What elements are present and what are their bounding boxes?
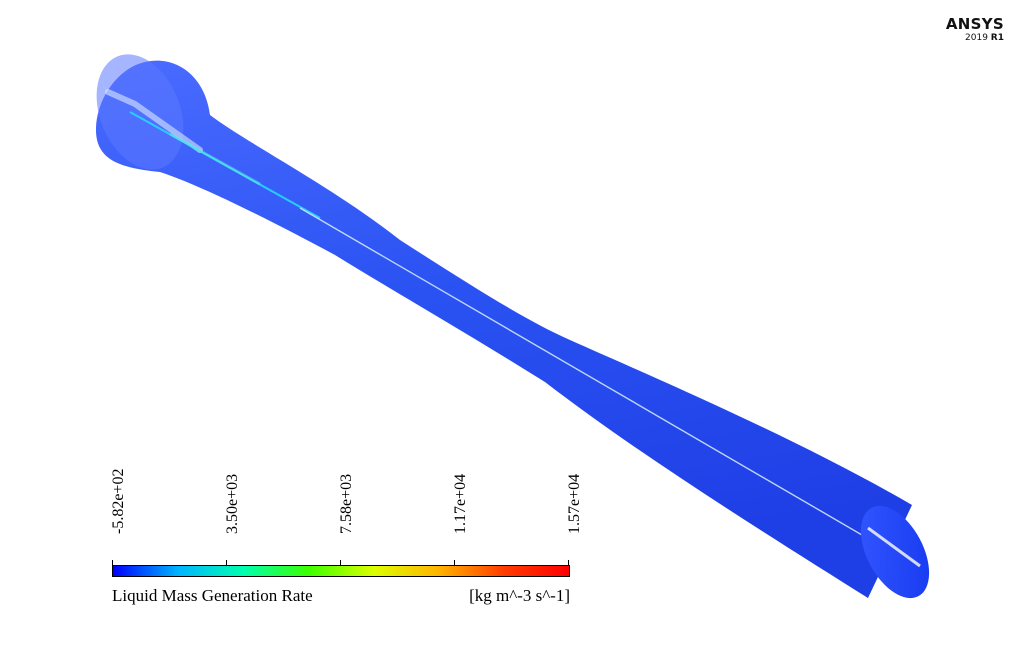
color-legend: -5.82e+02 3.50e+03 7.58e+03 1.17e+04 1.5…	[110, 468, 583, 610]
legend-tick-label: 1.57e+04	[566, 473, 583, 534]
legend-tick	[112, 560, 113, 566]
inlet-flare	[96, 54, 184, 170]
legend-tick	[454, 560, 455, 566]
hot-streak	[129, 111, 321, 219]
legend-tick	[568, 560, 569, 566]
legend-tick	[340, 560, 341, 566]
legend-tick	[226, 560, 227, 566]
ansys-logo: ANSYS 2019 R1	[946, 17, 1004, 43]
outlet-cap	[860, 505, 930, 599]
brand-name: ANSYS	[945, 15, 1004, 33]
legend-tick-label: 7.58e+03	[338, 473, 355, 534]
legend-tick-label: 3.50e+03	[224, 473, 241, 534]
legend-tick-label: 1.17e+04	[452, 473, 469, 534]
colorbar	[112, 565, 570, 577]
legend-tick-label: -5.82e+02	[110, 468, 127, 534]
legend-title: Liquid Mass Generation Rate	[112, 586, 313, 605]
axis-line	[299, 207, 906, 561]
brand-version: 2019 R1	[965, 33, 1004, 43]
nozzle-body	[95, 60, 913, 599]
legend-units: [kg m^-3 s^-1]	[469, 586, 570, 605]
